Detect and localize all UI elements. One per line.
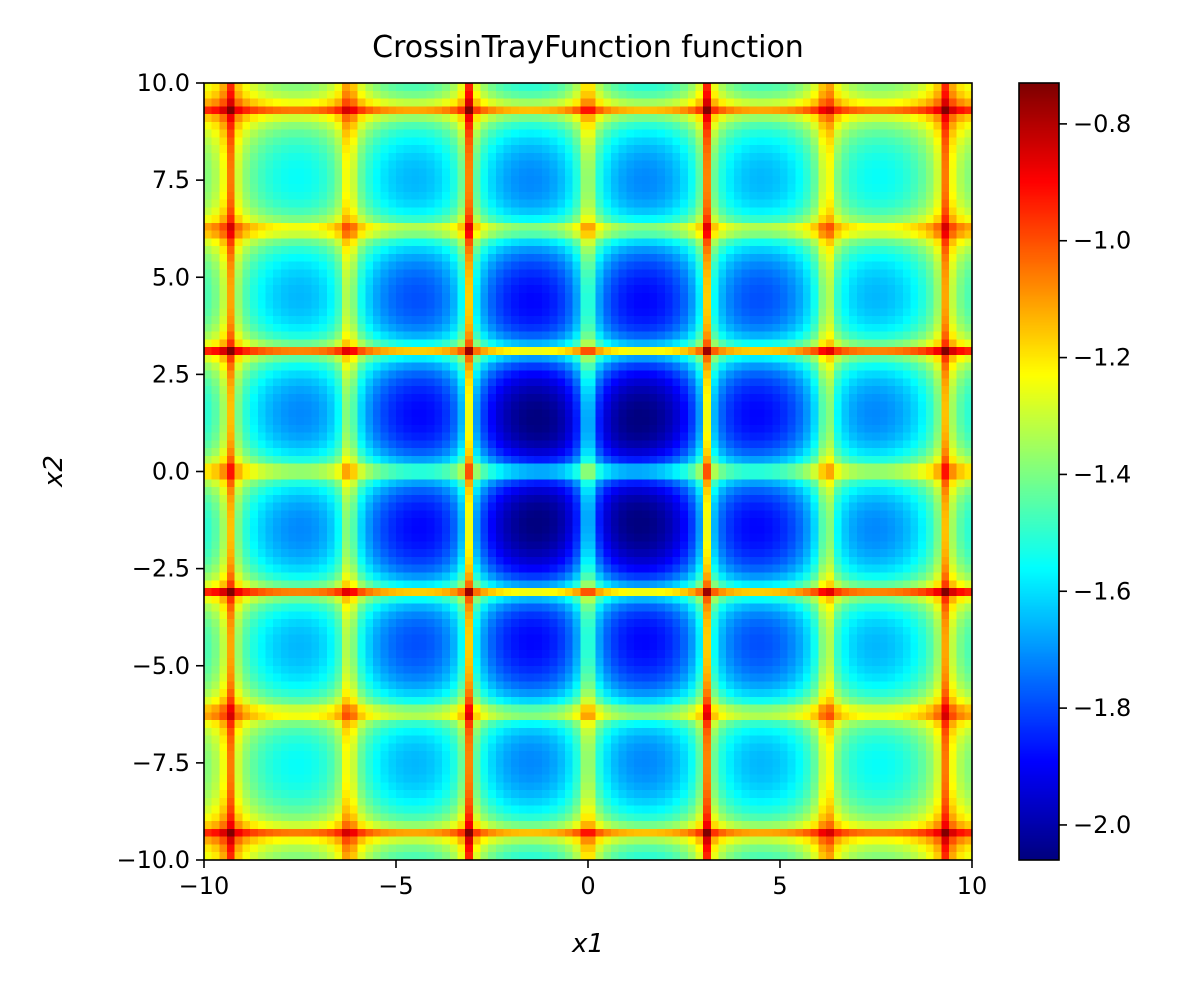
y-tick-label: 0.0	[152, 458, 190, 486]
heatmap-plot-area	[204, 83, 972, 860]
x-axis-label: x1	[571, 929, 604, 959]
x-tick-label: 5	[772, 872, 787, 900]
colorbar-tick-label: −1.6	[1073, 577, 1131, 605]
colorbar-tick-label: −1.2	[1073, 344, 1131, 372]
y-tick-label: 2.5	[152, 360, 190, 388]
y-axis-label: x2	[39, 455, 69, 488]
y-tick-label: 7.5	[152, 166, 190, 194]
colorbar-tick-label: −2.0	[1073, 811, 1131, 839]
x-tick-label: 10	[957, 872, 988, 900]
x-tick-label: −5	[378, 872, 413, 900]
colorbar-tick-label: −0.8	[1073, 110, 1131, 138]
x-tick-label: 0	[580, 872, 595, 900]
y-tick-label: −10.0	[116, 846, 190, 874]
colorbar-tick-label: −1.8	[1073, 694, 1131, 722]
chart-title: CrossinTrayFunction function	[372, 30, 804, 65]
y-tick-label: 5.0	[152, 263, 190, 291]
colorbar-tick-label: −1.4	[1073, 460, 1131, 488]
y-tick-label: −5.0	[132, 652, 190, 680]
colorbar-ticks: −0.8 −1.0 −1.2 −1.4 −1.6 −1.8 −2.0	[1059, 110, 1131, 839]
y-tick-label: −7.5	[132, 749, 190, 777]
colorbar	[1019, 83, 1059, 860]
colorbar-frame	[1018, 82, 1060, 861]
x-tick-label: −10	[179, 872, 230, 900]
colorbar-tick-label: −1.0	[1073, 227, 1131, 255]
y-tick-label: −2.5	[132, 555, 190, 583]
y-axis-ticks: 10.0 7.5 5.0 2.5 0.0 −2.5 −5.0 −7.5 −10.0	[116, 69, 204, 874]
y-tick-label: 10.0	[137, 69, 190, 97]
x-axis-ticks: −10 −5 0 5 10	[179, 860, 988, 900]
plot-frame	[203, 82, 973, 861]
